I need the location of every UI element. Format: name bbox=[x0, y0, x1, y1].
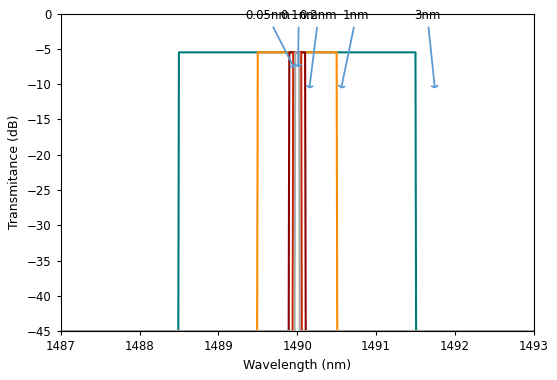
Text: 0.05nm: 0.05nm bbox=[245, 9, 295, 67]
X-axis label: Wavelength (nm): Wavelength (nm) bbox=[243, 359, 351, 372]
Y-axis label: Transmitance (dB): Transmitance (dB) bbox=[8, 115, 21, 230]
Text: 0.1nm: 0.1nm bbox=[280, 9, 317, 66]
Text: 1nm: 1nm bbox=[339, 9, 370, 87]
Text: 3nm: 3nm bbox=[414, 9, 441, 87]
Text: 0.2nm: 0.2nm bbox=[300, 9, 338, 87]
